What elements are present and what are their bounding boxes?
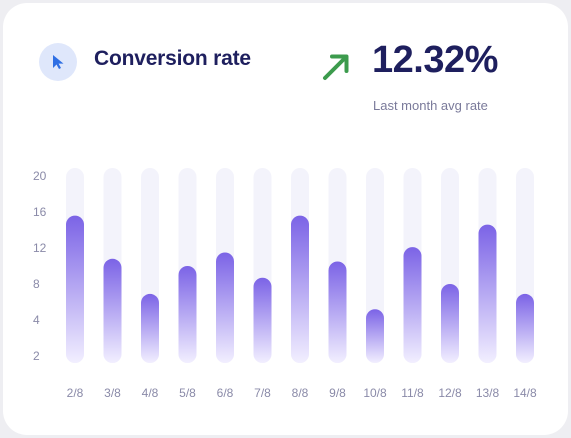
x-tick-label: 14/8 — [513, 386, 537, 400]
bar-5-8[interactable] — [178, 266, 197, 363]
y-tick-label: 4 — [33, 313, 40, 327]
x-tick-label: 6/8 — [217, 386, 234, 400]
bar-3-8[interactable] — [103, 258, 122, 363]
cursor-icon-badge — [39, 43, 77, 81]
bar-9-8[interactable] — [328, 261, 347, 364]
x-tick-label: 9/8 — [329, 386, 346, 400]
x-tick-label: 2/8 — [67, 386, 84, 400]
conversion-rate-card: Conversion rate 12.32% Last month avg ra… — [3, 3, 568, 435]
x-tick-label: 12/8 — [438, 386, 462, 400]
bars-group — [66, 168, 534, 363]
y-axis: 2 4 8 12 16 20 — [33, 169, 47, 363]
bar-13-8[interactable] — [478, 224, 497, 363]
y-tick-label: 8 — [33, 277, 40, 291]
bar-7-8[interactable] — [253, 277, 272, 363]
x-tick-label: 10/8 — [363, 386, 387, 400]
y-tick-label: 12 — [33, 241, 47, 255]
bar-14-8[interactable] — [516, 293, 534, 363]
x-tick-label: 3/8 — [104, 386, 121, 400]
y-tick-label: 2 — [33, 349, 40, 363]
trend-up-arrow-icon — [323, 54, 349, 80]
rate-value: 12.32% — [372, 39, 498, 81]
y-tick-label: 20 — [33, 169, 47, 183]
bar-6-8[interactable] — [216, 252, 234, 364]
bar-4-8[interactable] — [141, 293, 159, 363]
x-tick-label: 7/8 — [254, 386, 271, 400]
rate-caption: Last month avg rate — [373, 98, 488, 113]
x-tick-label: 8/8 — [292, 386, 309, 400]
x-tick-label: 13/8 — [476, 386, 500, 400]
card-title: Conversion rate — [94, 47, 251, 70]
bar-10-8[interactable] — [366, 309, 384, 363]
bar-12-8[interactable] — [441, 284, 459, 363]
bar-2-8[interactable] — [66, 215, 84, 363]
x-tick-label: 4/8 — [142, 386, 159, 400]
cursor-arrow-icon — [53, 55, 64, 69]
x-tick-label: 11/8 — [401, 386, 424, 400]
x-tick-label: 5/8 — [179, 386, 196, 400]
x-axis: 2/8 3/8 4/8 5/8 6/8 7/8 8/8 9/8 10/8 11/8 12/8 13/8… — [67, 386, 537, 400]
bar-11-8[interactable] — [403, 247, 422, 363]
bar-8-8[interactable] — [291, 215, 309, 363]
y-tick-label: 16 — [33, 205, 47, 219]
